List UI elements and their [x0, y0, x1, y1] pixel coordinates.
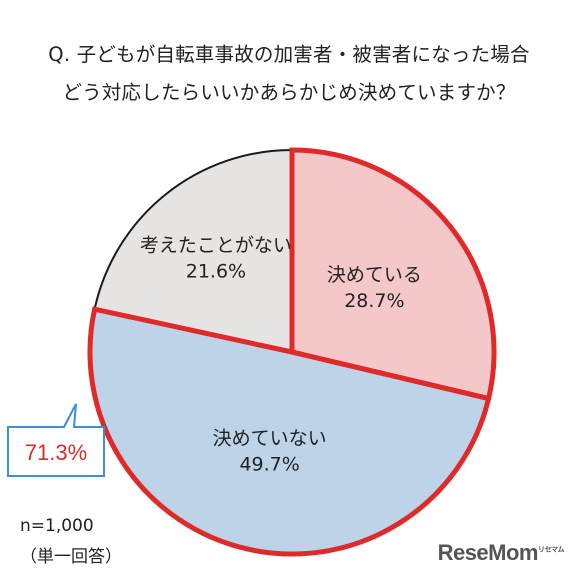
logo-text: ReseMom: [437, 540, 539, 565]
pie-slice-3: [93, 148, 293, 354]
total-callout: 71.3%: [7, 403, 105, 477]
slice-label-3: 考えたことがない: [140, 235, 292, 257]
chart-title-line-2: どう対応したらいいかあらかじめ決めていますか？: [62, 81, 516, 104]
highlight-outline-1: [289, 147, 497, 402]
callout-total-value: 71.3%: [25, 440, 87, 465]
slice-label-1: 決めている: [327, 264, 422, 286]
highlight-outline-2: [87, 306, 492, 557]
chart-title-line-1: Q. 子どもが自転車事故の加害者・被害者になった場合: [48, 43, 530, 66]
slice-value-3: 21.6%: [186, 261, 246, 283]
callout-box: [7, 403, 105, 477]
answer-type-note: （単一回答）: [20, 547, 122, 567]
slice-labels: 決めている 28.7% 決めていない 49.7% 考えたことがない 21.6%: [140, 235, 422, 476]
slice-label-2: 決めていない: [213, 427, 327, 449]
logo-sub: リセマム: [538, 546, 565, 554]
resemom-logo: ReseMomリセマム: [437, 540, 565, 566]
highlight-outline: [87, 147, 497, 557]
slice-value-2: 49.7%: [239, 453, 299, 475]
sample-size-note: n=1,000: [20, 516, 94, 536]
slice-value-1: 28.7%: [344, 290, 404, 312]
